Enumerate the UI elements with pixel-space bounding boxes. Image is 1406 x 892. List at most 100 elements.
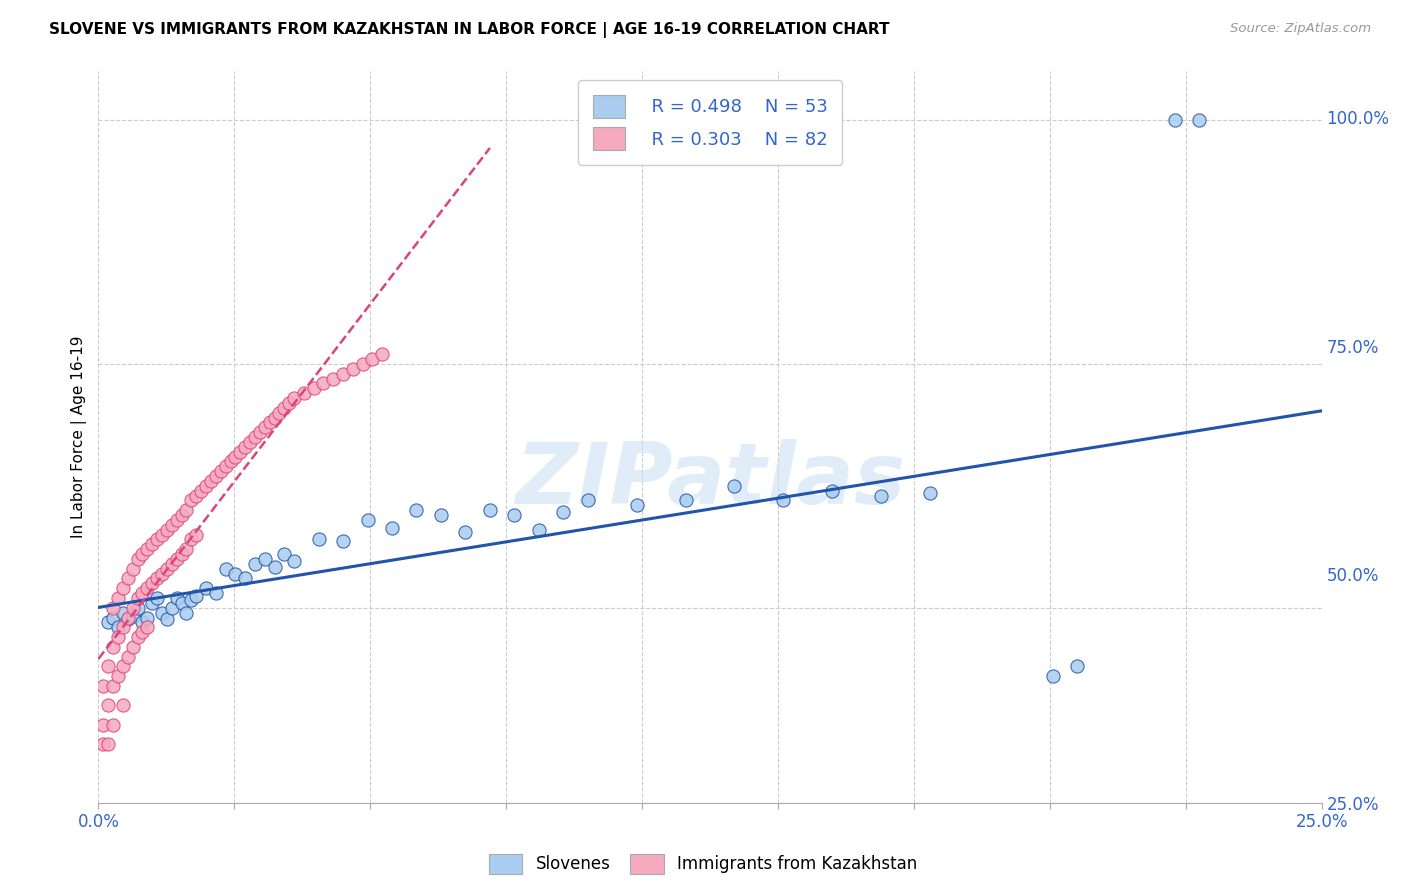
Point xyxy=(249,425,271,440)
Point xyxy=(205,469,228,483)
Point xyxy=(322,371,344,385)
Point xyxy=(156,612,179,626)
Point xyxy=(166,513,188,527)
Point xyxy=(1164,113,1187,128)
Point xyxy=(772,493,794,508)
Point xyxy=(121,608,143,623)
Point xyxy=(273,401,295,415)
Point xyxy=(263,559,285,574)
Point xyxy=(101,718,124,732)
Point xyxy=(576,493,599,508)
Point xyxy=(176,606,198,620)
Point xyxy=(136,581,159,595)
Point xyxy=(190,483,212,498)
Point xyxy=(195,581,218,595)
Point xyxy=(97,659,120,673)
Point xyxy=(166,552,188,566)
Point xyxy=(553,505,575,519)
Point xyxy=(136,542,159,557)
Point xyxy=(111,620,134,634)
Point xyxy=(146,591,169,605)
Point xyxy=(243,557,266,571)
Point xyxy=(131,625,153,640)
Point xyxy=(117,612,139,626)
Point xyxy=(224,566,246,581)
Point xyxy=(170,547,193,561)
Point xyxy=(91,679,114,693)
Text: ZIPatlas: ZIPatlas xyxy=(515,440,905,523)
Point xyxy=(101,600,124,615)
Point xyxy=(141,537,163,551)
Point xyxy=(214,459,236,474)
Point xyxy=(186,589,208,603)
Point xyxy=(160,557,183,571)
Point xyxy=(156,562,179,576)
Point xyxy=(97,737,120,751)
Point xyxy=(107,591,129,605)
Point xyxy=(361,352,384,367)
Point xyxy=(723,479,745,493)
Point xyxy=(107,630,129,644)
Point xyxy=(180,493,202,508)
Point xyxy=(259,416,281,430)
Point xyxy=(117,610,139,624)
Point xyxy=(166,591,188,605)
Point xyxy=(101,679,124,693)
Point xyxy=(292,386,315,401)
Point xyxy=(233,572,256,586)
Point xyxy=(1188,113,1211,128)
Point xyxy=(503,508,526,522)
Point xyxy=(131,547,153,561)
Point xyxy=(233,440,256,454)
Point xyxy=(121,640,143,654)
Point xyxy=(312,376,335,391)
Point xyxy=(127,630,149,644)
Point xyxy=(186,527,208,541)
Point xyxy=(111,659,134,673)
Point xyxy=(278,396,301,410)
Point xyxy=(454,524,477,539)
Point xyxy=(131,615,153,630)
Point xyxy=(308,533,330,547)
Point xyxy=(160,600,183,615)
Point xyxy=(127,552,149,566)
Point xyxy=(141,576,163,591)
Point xyxy=(1066,659,1088,673)
Point xyxy=(243,430,266,444)
Point xyxy=(200,474,222,488)
Legend: Slovenes, Immigrants from Kazakhstan: Slovenes, Immigrants from Kazakhstan xyxy=(482,847,924,880)
Point xyxy=(269,406,291,420)
Point xyxy=(127,591,149,605)
Point xyxy=(342,361,364,376)
Point xyxy=(180,593,202,607)
Point xyxy=(176,503,198,517)
Point xyxy=(97,698,120,713)
Point xyxy=(117,572,139,586)
Legend:   R = 0.498    N = 53,   R = 0.303    N = 82: R = 0.498 N = 53, R = 0.303 N = 82 xyxy=(578,80,842,165)
Point xyxy=(214,562,236,576)
Point xyxy=(186,489,208,503)
Point xyxy=(150,606,173,620)
Point xyxy=(91,718,114,732)
Point xyxy=(136,620,159,634)
Point xyxy=(920,485,942,500)
Point xyxy=(371,347,394,361)
Point xyxy=(430,508,453,522)
Point xyxy=(821,483,844,498)
Point xyxy=(150,527,173,541)
Point xyxy=(283,554,305,568)
Point xyxy=(478,503,501,517)
Point xyxy=(141,596,163,610)
Point xyxy=(381,521,404,535)
Point xyxy=(180,533,202,547)
Point xyxy=(224,450,246,464)
Point xyxy=(302,381,325,395)
Point xyxy=(146,533,169,547)
Point xyxy=(253,552,276,566)
Point xyxy=(111,698,134,713)
Point xyxy=(136,610,159,624)
Point xyxy=(91,737,114,751)
Point xyxy=(176,542,198,557)
Point xyxy=(352,357,374,371)
Point xyxy=(97,615,120,630)
